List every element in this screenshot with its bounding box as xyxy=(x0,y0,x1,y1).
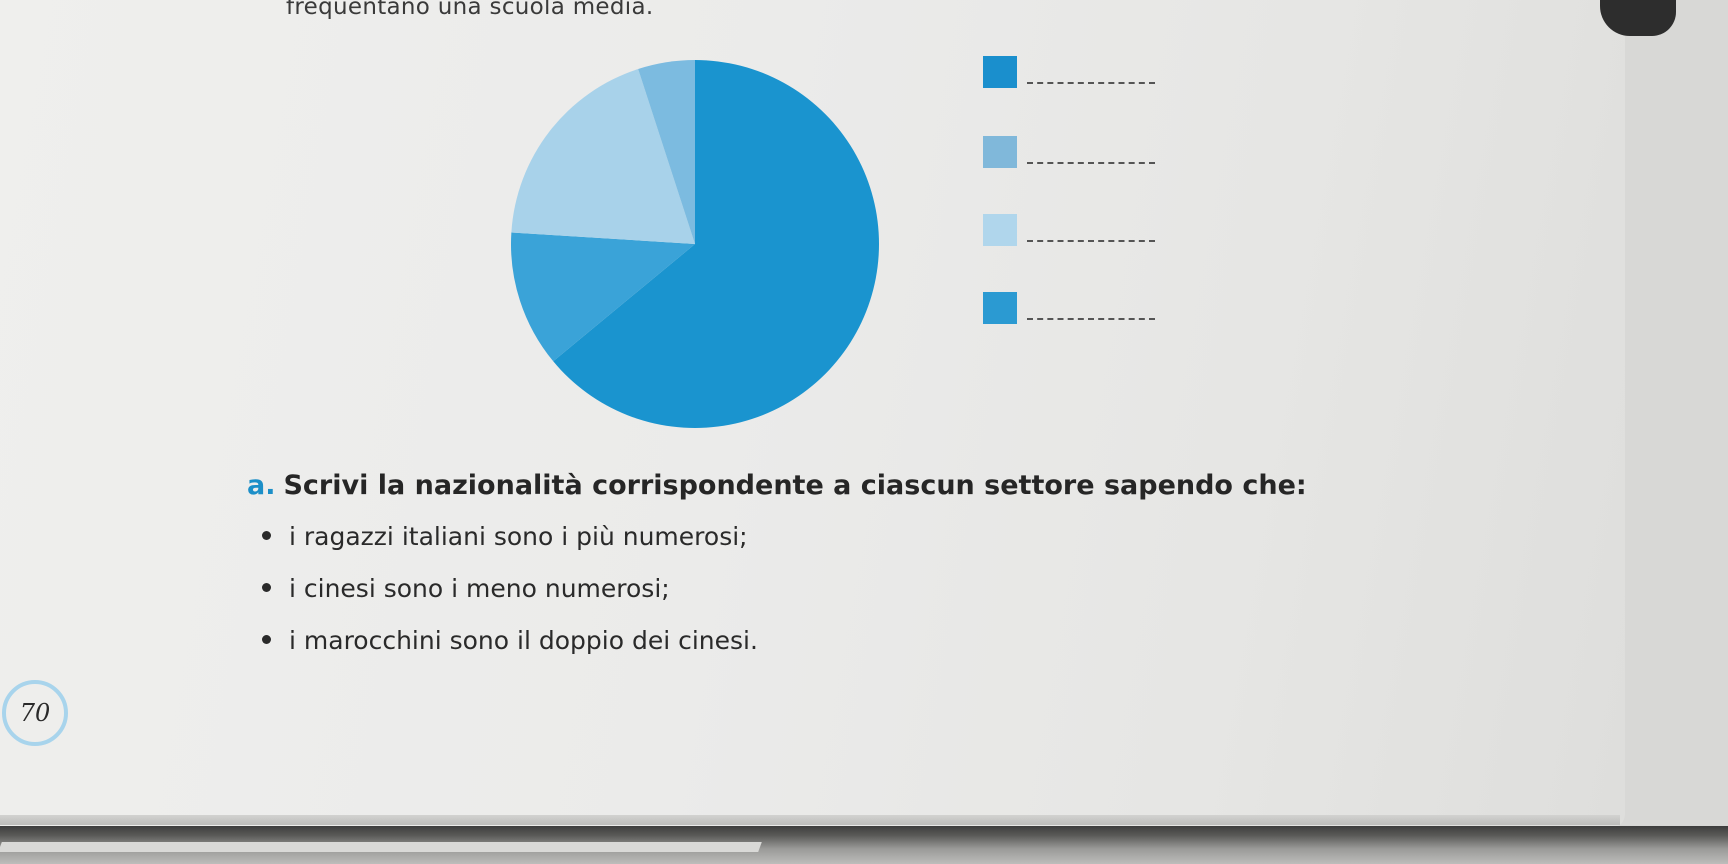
bullet-dot-icon xyxy=(262,582,271,592)
dark-corner-shadow xyxy=(1600,0,1676,36)
bullet-item: i marocchini sono il doppio dei cinesi. xyxy=(262,626,758,655)
legend-swatch xyxy=(983,292,1017,324)
page-stack-stripe xyxy=(0,842,762,852)
book-page: frequentano una scuola media. a. Scrivi l… xyxy=(0,0,1625,828)
pie-slice xyxy=(511,69,695,244)
pie-slice xyxy=(553,60,879,429)
bullet-text: i cinesi sono i meno numerosi; xyxy=(289,574,670,603)
bullet-dot-icon xyxy=(262,530,271,540)
legend-swatch xyxy=(983,214,1017,246)
legend-item xyxy=(983,56,1183,100)
legend-item xyxy=(983,214,1183,258)
legend-swatch xyxy=(983,56,1017,88)
answer-blank-line[interactable] xyxy=(1027,82,1155,84)
pie-slice xyxy=(511,232,695,362)
bullet-text: i ragazzi italiani sono i più numerosi; xyxy=(289,522,748,551)
answer-blank-line[interactable] xyxy=(1027,162,1155,164)
exercise-question: a. Scrivi la nazionalità corrispondente a… xyxy=(247,470,1307,501)
exercise-letter: a. xyxy=(247,470,276,501)
pie-chart xyxy=(511,60,879,429)
pie-slice xyxy=(638,60,695,244)
page-edge xyxy=(0,815,1620,825)
header-text: frequentano una scuola media. xyxy=(286,0,654,20)
legend-swatch xyxy=(983,136,1017,168)
exercise-instruction: Scrivi la nazionalità corrispondente a c… xyxy=(283,470,1307,501)
bullet-dot-icon xyxy=(262,634,271,644)
bullet-item: i ragazzi italiani sono i più numerosi; xyxy=(262,522,748,551)
answer-blank-line[interactable] xyxy=(1027,240,1155,242)
legend-item xyxy=(983,292,1183,336)
answer-blank-line[interactable] xyxy=(1027,318,1155,320)
legend-item xyxy=(983,136,1183,180)
bullet-text: i marocchini sono il doppio dei cinesi. xyxy=(289,626,758,655)
bullet-item: i cinesi sono i meno numerosi; xyxy=(262,574,670,603)
page-number: 70 xyxy=(2,680,68,746)
